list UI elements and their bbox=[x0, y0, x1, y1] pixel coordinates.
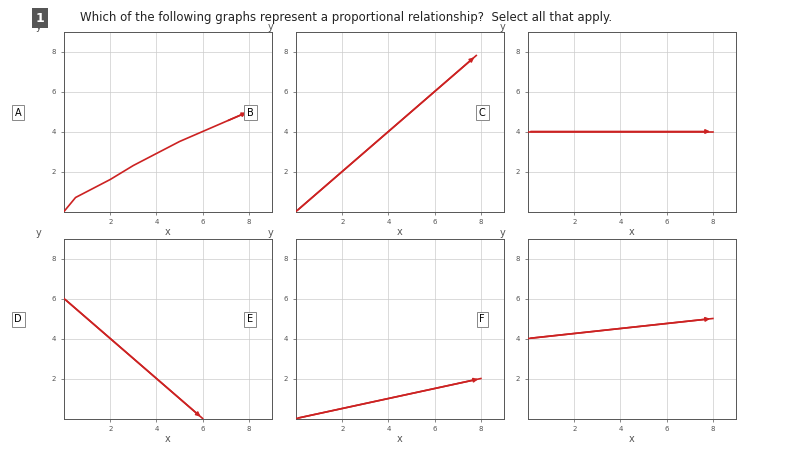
X-axis label: x: x bbox=[165, 433, 171, 444]
Text: C: C bbox=[479, 108, 486, 117]
Y-axis label: y: y bbox=[268, 229, 274, 238]
X-axis label: x: x bbox=[629, 433, 635, 444]
Text: E: E bbox=[247, 315, 254, 324]
Text: D: D bbox=[14, 315, 22, 324]
Text: 1: 1 bbox=[36, 12, 44, 24]
Y-axis label: y: y bbox=[500, 229, 506, 238]
Y-axis label: y: y bbox=[268, 22, 274, 32]
Y-axis label: y: y bbox=[36, 229, 42, 238]
X-axis label: x: x bbox=[629, 226, 635, 237]
Y-axis label: y: y bbox=[500, 22, 506, 32]
Text: Which of the following graphs represent a proportional relationship?  Select all: Which of the following graphs represent … bbox=[80, 12, 612, 24]
X-axis label: x: x bbox=[397, 433, 403, 444]
Text: A: A bbox=[15, 108, 22, 117]
Text: F: F bbox=[479, 315, 485, 324]
Y-axis label: y: y bbox=[36, 22, 42, 32]
Text: B: B bbox=[247, 108, 254, 117]
X-axis label: x: x bbox=[397, 226, 403, 237]
X-axis label: x: x bbox=[165, 226, 171, 237]
